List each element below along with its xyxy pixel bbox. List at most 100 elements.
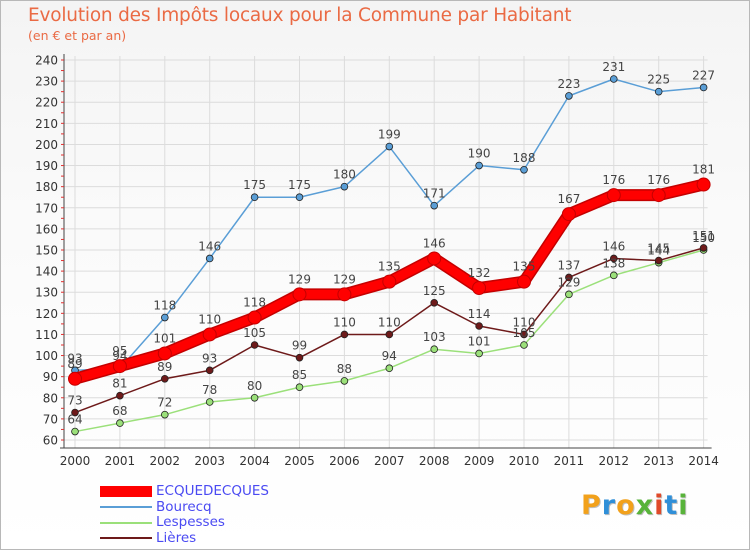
data-label-lieres: 99	[292, 339, 307, 353]
data-label-ecquedecques: 118	[243, 296, 266, 310]
data-label-bourecq: 199	[378, 128, 401, 142]
data-point-bourecq	[654, 87, 663, 96]
axes: 60 70 80 90 100 110 120 130 140 150 160 170 180 190 20…	[35, 54, 719, 469]
data-label-ecquedecques: 176	[602, 173, 625, 187]
y-tick-label: 80	[43, 391, 58, 405]
x-tick-label: 2009	[464, 454, 495, 468]
x-tick-label: 2007	[374, 454, 405, 468]
data-label-lespesses: 105	[513, 326, 536, 340]
data-point-ecquedecques	[651, 188, 666, 203]
data-point-ecquedecques	[696, 177, 711, 192]
data-label-lieres: 110	[333, 315, 356, 329]
y-tick-label: 230	[35, 75, 58, 89]
data-point-lieres	[385, 330, 394, 339]
data-label-lespesses: 64	[67, 413, 82, 427]
data-label-ecquedecques: 135	[513, 260, 536, 274]
data-label-lespesses: 129	[557, 275, 580, 289]
data-point-lespesses	[161, 410, 169, 419]
data-label-lespesses: 68	[112, 404, 127, 418]
data-point-lespesses	[475, 349, 483, 358]
grid	[64, 56, 708, 448]
data-point-bourecq	[385, 142, 394, 151]
legend-item-lespesses: Lespesses	[100, 515, 269, 531]
data-label-bourecq: 225	[647, 73, 670, 87]
data-point-bourecq	[565, 92, 573, 100]
data-label-ecquedecques: 95	[112, 344, 127, 358]
data-point-ecquedecques	[517, 274, 531, 289]
x-tick-label: 2004	[239, 454, 270, 468]
series-layer	[68, 75, 711, 436]
legend-swatch-ecquedecques	[100, 486, 152, 498]
y-tick-label: 220	[35, 96, 58, 110]
x-tick-label: 2013	[643, 454, 674, 468]
data-point-ecquedecques	[292, 287, 307, 302]
legend-item-lieres: Lières	[100, 529, 269, 547]
data-label-bourecq: 175	[288, 178, 311, 192]
data-label-lespesses: 80	[247, 379, 262, 393]
data-label-bourecq: 231	[602, 60, 625, 74]
data-point-ecquedecques	[112, 359, 127, 374]
data-label-bourecq: 175	[243, 178, 266, 192]
data-point-lieres	[205, 366, 214, 375]
data-point-ecquedecques	[157, 346, 172, 361]
data-label-lieres: 93	[202, 351, 217, 365]
data-label-bourecq: 188	[513, 151, 536, 165]
x-tick-label: 2003	[194, 454, 225, 468]
data-label-ecquedecques: 101	[153, 331, 176, 345]
x-tick-label: 2008	[419, 454, 450, 468]
data-label-bourecq: 180	[333, 168, 356, 182]
data-label-lieres: 146	[602, 239, 625, 253]
data-point-lespesses	[116, 419, 124, 427]
y-tick-label: 160	[35, 222, 58, 236]
data-point-lieres	[699, 244, 708, 252]
logo-letter: i	[654, 490, 665, 521]
legend-swatch-bourecq	[100, 506, 152, 509]
data-point-lieres	[250, 341, 259, 349]
data-point-lieres	[430, 298, 439, 307]
data-point-bourecq	[295, 193, 304, 202]
x-tick-label: 2010	[509, 454, 540, 468]
legend-item-ecquedecques: ECQUEDECQUES	[100, 484, 269, 500]
data-label-bourecq: 93	[67, 351, 82, 365]
data-point-lespesses	[340, 377, 349, 385]
y-tick-label: 140	[35, 265, 58, 279]
y-tick-label: 110	[35, 328, 58, 342]
x-tick-label: 2012	[599, 454, 630, 468]
data-point-ecquedecques	[247, 310, 262, 325]
x-tick-label: 2006	[329, 454, 360, 468]
data-point-bourecq	[520, 165, 528, 174]
data-label-ecquedecques: 181	[692, 163, 715, 177]
data-point-bourecq	[340, 182, 349, 191]
data-label-lieres: 73	[67, 394, 82, 408]
y-tick-label: 100	[35, 349, 58, 363]
data-label-ecquedecques: 110	[198, 312, 221, 326]
data-point-ecquedecques	[606, 188, 621, 203]
legend-label-bourecq: Bourecq	[156, 498, 212, 515]
x-tick-label: 2011	[554, 454, 585, 468]
data-label-ecquedecques: 129	[288, 272, 311, 286]
data-label-ecquedecques: 129	[333, 272, 356, 286]
data-label-lespesses: 150	[692, 231, 715, 245]
data-point-bourecq	[475, 161, 483, 170]
data-point-lespesses	[520, 341, 528, 349]
legend-label-ecquedecques: ECQUEDECQUES	[156, 483, 269, 500]
legend-label-lieres: Lières	[156, 529, 197, 546]
logo-letter: r	[601, 490, 617, 521]
y-tick-label: 60	[43, 434, 58, 448]
data-point-lespesses	[609, 271, 618, 280]
data-label-ecquedecques: 132	[468, 266, 491, 280]
x-tick-label: 2005	[284, 454, 315, 468]
data-label-bourecq: 118	[153, 299, 176, 313]
x-tick-label: 2002	[150, 454, 181, 468]
data-label-lieres: 145	[647, 242, 670, 256]
data-point-lieres	[520, 330, 528, 339]
data-label-lieres: 125	[423, 284, 446, 298]
y-tick-label: 90	[43, 370, 58, 384]
data-point-lieres	[116, 391, 124, 400]
data-label-lieres: 137	[557, 258, 580, 272]
data-point-lieres	[161, 374, 169, 383]
x-tick-label: 2001	[105, 454, 136, 468]
y-tick-label: 130	[35, 286, 58, 300]
data-label-lespesses: 101	[468, 334, 491, 348]
